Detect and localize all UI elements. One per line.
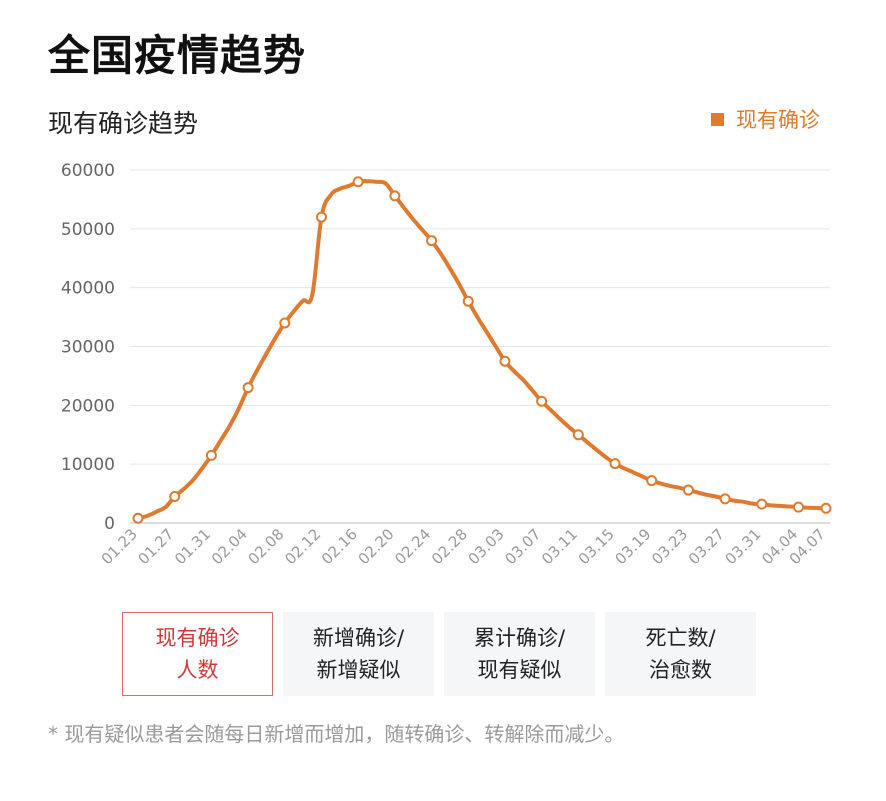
x-tick-label: 03.31	[722, 525, 765, 568]
data-point-01.27	[169, 491, 181, 503]
x-tick-label: 03.15	[575, 525, 618, 568]
data-point-02.12	[315, 211, 327, 223]
tab-current-confirmed[interactable]: 现有确诊 人数	[122, 612, 273, 696]
trend-chart[interactable]: 0 10000 20000 30000 40000 50000 60000 01.2301.…	[0, 150, 886, 600]
x-tick-label: 01.31	[171, 525, 214, 568]
x-tick-label: 02.04	[208, 525, 251, 568]
data-point-01.31	[205, 449, 217, 461]
series-markers	[132, 176, 832, 524]
chart-title: 现有确诊趋势	[48, 109, 199, 138]
data-point-01.23	[132, 512, 144, 524]
x-tick-label: 03.27	[685, 525, 728, 568]
data-point-03.03	[499, 355, 511, 367]
metric-tabs: 现有确诊 人数 新增确诊/ 新增疑似 累计确诊/ 现有疑似 死亡数/ 治愈数	[122, 612, 756, 696]
data-point-02.04	[242, 382, 254, 394]
x-tick-label: 03.23	[648, 525, 691, 568]
x-tick-label: 02.12	[281, 525, 324, 568]
data-point-02.24	[426, 235, 438, 247]
y-tick-label: 60000	[61, 161, 115, 181]
footnote: * 现有疑似患者会随每日新增而增加，随转确诊、转解除而减少。	[48, 722, 625, 746]
x-tick-label: 03.07	[501, 525, 544, 568]
x-tick-label: 02.16	[318, 525, 361, 568]
data-point-02.16	[352, 176, 364, 188]
series-line	[136, 179, 828, 521]
x-tick-label: 03.11	[538, 525, 581, 568]
y-tick-label: 0	[104, 514, 115, 534]
data-point-03.19	[646, 475, 658, 487]
data-point-03.23	[682, 484, 694, 496]
x-tick-label: 02.24	[391, 525, 434, 568]
x-tick-label: 03.19	[611, 525, 654, 568]
data-point-02.28	[462, 295, 474, 307]
page-title: 全国疫情趋势	[48, 31, 307, 80]
x-tick-label: 02.28	[428, 525, 471, 568]
x-tick-label: 02.08	[245, 525, 288, 568]
y-tick-label: 10000	[61, 455, 115, 475]
data-point-02.08	[279, 317, 291, 329]
data-point-04.07	[820, 502, 832, 514]
grid-lines	[130, 169, 830, 524]
tab-total-confirmed-suspected[interactable]: 累计确诊/ 现有疑似	[444, 612, 595, 696]
legend-label: 现有确诊	[736, 108, 820, 132]
y-axis-ticks: 0 10000 20000 30000 40000 50000 60000	[61, 161, 115, 534]
data-point-02.20	[389, 190, 401, 202]
data-point-03.15	[609, 458, 621, 470]
y-tick-label: 40000	[61, 279, 115, 299]
data-point-03.11	[572, 429, 584, 441]
y-tick-label: 20000	[61, 396, 115, 416]
y-tick-label: 50000	[61, 220, 115, 240]
chart-legend[interactable]: 现有确诊	[711, 104, 820, 134]
data-point-03.07	[536, 395, 548, 407]
legend-swatch-icon	[711, 112, 724, 126]
data-point-03.31	[756, 498, 768, 510]
tab-deaths-recovered[interactable]: 死亡数/ 治愈数	[605, 612, 756, 696]
tab-new-confirmed-suspected[interactable]: 新增确诊/ 新增疑似	[283, 612, 434, 696]
x-tick-label: 02.20	[355, 525, 398, 568]
data-point-03.27	[719, 493, 731, 505]
x-axis-ticks: 01.2301.2701.3102.0402.0802.1202.1602.20…	[98, 525, 829, 568]
data-point-04.04	[792, 501, 804, 513]
series-line-path	[136, 179, 828, 521]
x-tick-label: 03.03	[465, 525, 508, 568]
y-tick-label: 30000	[61, 338, 115, 358]
x-tick-label: 01.27	[134, 525, 177, 568]
